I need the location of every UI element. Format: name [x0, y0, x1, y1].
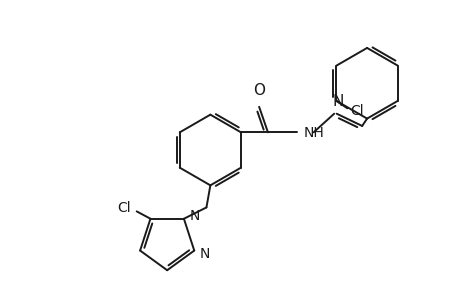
Text: Cl: Cl [349, 104, 363, 118]
Text: N: N [190, 209, 200, 223]
Text: NH: NH [303, 126, 324, 140]
Text: N: N [332, 94, 344, 109]
Text: N: N [199, 248, 209, 262]
Text: O: O [252, 83, 264, 98]
Text: Cl: Cl [117, 201, 130, 215]
